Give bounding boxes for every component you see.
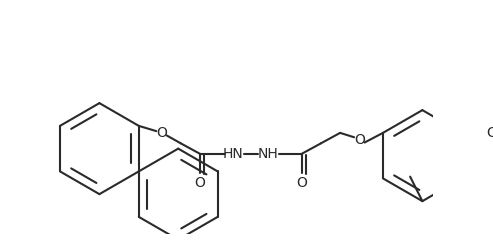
Text: NH: NH	[258, 147, 279, 161]
Text: O: O	[296, 176, 307, 190]
Text: Cl: Cl	[487, 126, 493, 140]
Text: HN: HN	[223, 147, 244, 161]
Text: O: O	[354, 133, 365, 147]
Text: O: O	[156, 126, 167, 140]
Text: O: O	[195, 176, 206, 190]
